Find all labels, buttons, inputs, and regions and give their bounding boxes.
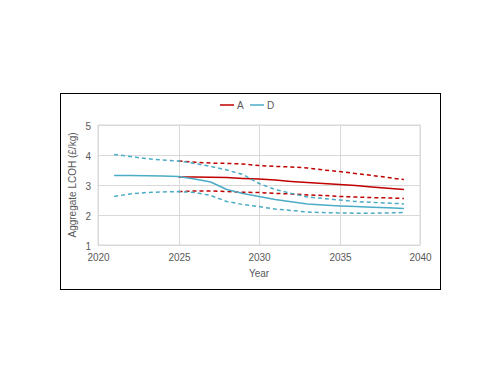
x-grid xyxy=(179,125,180,245)
y-grid xyxy=(98,245,420,246)
y-tick-label: 2 xyxy=(85,211,91,222)
series-line xyxy=(179,191,404,199)
chart-frame xyxy=(61,94,441,290)
legend-key xyxy=(220,104,234,106)
x-tick-label: 2035 xyxy=(329,252,352,263)
legend-label: A xyxy=(237,100,244,111)
series-line xyxy=(114,192,404,214)
series-line xyxy=(114,154,404,204)
y-tick-label: 4 xyxy=(85,151,91,162)
y-axis-title: Aggregate LCOH (£/kg) xyxy=(67,132,78,237)
series-line xyxy=(179,161,404,180)
y-tick-label: 5 xyxy=(85,121,91,132)
y-tick-label: 3 xyxy=(85,181,91,192)
x-grid xyxy=(259,125,260,245)
x-tick-label: 2025 xyxy=(168,252,191,263)
x-tick-label: 2040 xyxy=(409,252,432,263)
x-grid xyxy=(98,125,99,245)
legend-label: D xyxy=(267,100,274,111)
x-tick-label: 2020 xyxy=(87,252,110,263)
legend-key xyxy=(250,104,264,106)
x-axis-title: Year xyxy=(249,268,270,279)
x-grid xyxy=(420,125,421,245)
legend: AD xyxy=(220,100,274,111)
chart: 1 2 3 4 5 2020 2025 2030 2035 2040 Year Aggregate L… xyxy=(0,0,500,383)
x-tick-label: 2030 xyxy=(248,252,271,263)
y-tick-label: 1 xyxy=(85,241,91,252)
plot-frame xyxy=(98,125,420,245)
plot-area xyxy=(114,154,404,213)
